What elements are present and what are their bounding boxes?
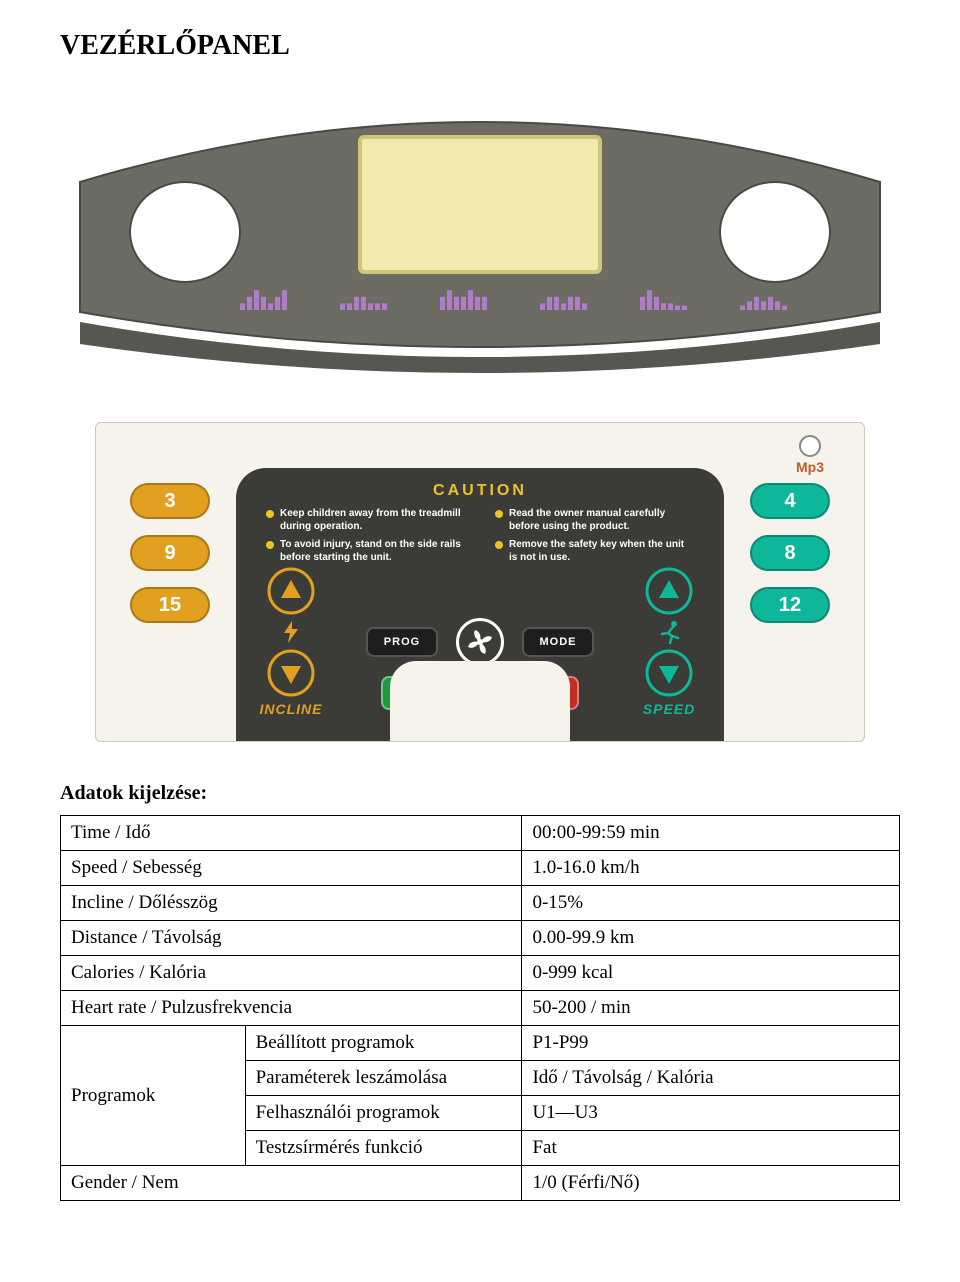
table-subtitle: Adatok kijelzése: [60, 782, 900, 805]
table-cell: Calories / Kalória [61, 956, 522, 991]
speed-preset-12-button[interactable]: 12 [750, 587, 830, 623]
control-panel-container: Mp3 3 9 15 4 8 12 CAUTION Keep children … [60, 422, 900, 742]
table-cell: P1-P99 [522, 1026, 900, 1061]
page-title: VEZÉRLŐPANEL [60, 30, 900, 62]
caution-text-item: To avoid injury, stand on the side rails… [280, 539, 465, 564]
table-cell: 00:00-99:59 min [522, 816, 900, 851]
table-cell: 0-15% [522, 886, 900, 921]
bullet-icon [495, 510, 503, 518]
fan-icon [465, 627, 495, 657]
control-panel: Mp3 3 9 15 4 8 12 CAUTION Keep children … [95, 422, 865, 742]
caution-text: Keep children away from the treadmill du… [266, 508, 694, 570]
table-cell: Gender / Nem [61, 1166, 522, 1201]
table-cell: 1.0-16.0 km/h [522, 851, 900, 886]
caution-text-item: Keep children away from the treadmill du… [280, 508, 465, 533]
speed-down-button[interactable] [645, 649, 693, 697]
incline-down-button[interactable] [267, 649, 315, 697]
table-cell: Paraméterek leszámolása [245, 1061, 522, 1096]
display-data-table: Time / Idő00:00-99:59 minSpeed / Sebessé… [60, 815, 900, 1201]
table-cell: 0.00-99.9 km [522, 921, 900, 956]
table-cell: Testzsírmérés funkció [245, 1131, 522, 1166]
bullet-icon [495, 541, 503, 549]
incline-preset-15-button[interactable]: 15 [130, 587, 210, 623]
bullet-icon [266, 510, 274, 518]
table-cell: Distance / Távolság [61, 921, 522, 956]
incline-label: INCLINE [246, 701, 336, 717]
table-cell: Programok [61, 1026, 246, 1166]
mp3-indicator: Mp3 [796, 435, 824, 475]
table-cell: 1/0 (Férfi/Nő) [522, 1166, 900, 1201]
table-row: Heart rate / Pulzusfrekvencia50-200 / mi… [61, 991, 900, 1026]
table-row: Speed / Sebesség1.0-16.0 km/h [61, 851, 900, 886]
mp3-led-icon [799, 435, 821, 457]
top-console-svg [70, 82, 890, 382]
speed-preset-4-button[interactable]: 4 [750, 483, 830, 519]
speed-presets: 4 8 12 [740, 483, 840, 623]
table-cell: U1—U3 [522, 1096, 900, 1131]
table-cell: Beállított programok [245, 1026, 522, 1061]
table-row: Incline / Dőlésszög0-15% [61, 886, 900, 921]
table-cell: Time / Idő [61, 816, 522, 851]
table-cell: 0-999 kcal [522, 956, 900, 991]
speed-controls: SPEED [624, 567, 714, 717]
table-cell: 50-200 / min [522, 991, 900, 1026]
speed-preset-8-button[interactable]: 8 [750, 535, 830, 571]
speed-up-button[interactable] [645, 567, 693, 615]
incline-preset-3-button[interactable]: 3 [130, 483, 210, 519]
caution-heading: CAUTION [236, 482, 724, 500]
incline-controls: INCLINE [246, 567, 336, 717]
table-row: Time / Idő00:00-99:59 min [61, 816, 900, 851]
caution-left-col: Keep children away from the treadmill du… [266, 508, 465, 570]
table-cell: Fat [522, 1131, 900, 1166]
table-row: ProgramokBeállított programokP1-P99 [61, 1026, 900, 1061]
mp3-label: Mp3 [796, 459, 824, 475]
runner-icon [656, 619, 682, 645]
caution-text-item: Remove the safety key when the unit is n… [509, 539, 694, 564]
caution-right-col: Read the owner manual carefully before u… [495, 508, 694, 570]
fan-button[interactable] [456, 618, 504, 666]
table-cell: Heart rate / Pulzusfrekvencia [61, 991, 522, 1026]
top-console [70, 82, 890, 382]
incline-up-button[interactable] [267, 567, 315, 615]
table-row: Distance / Távolság0.00-99.9 km [61, 921, 900, 956]
incline-presets: 3 9 15 [120, 483, 220, 623]
center-cutout [390, 661, 570, 741]
table-cell: Incline / Dőlésszög [61, 886, 522, 921]
speed-label: SPEED [624, 701, 714, 717]
mode-button[interactable]: MODE [522, 627, 594, 657]
table-cell: Speed / Sebesség [61, 851, 522, 886]
prog-button[interactable]: PROG [366, 627, 438, 657]
table-row: Gender / Nem1/0 (Férfi/Nő) [61, 1166, 900, 1201]
incline-preset-9-button[interactable]: 9 [130, 535, 210, 571]
bullet-icon [266, 541, 274, 549]
table-cell: Idő / Távolság / Kalória [522, 1061, 900, 1096]
top-console-container [60, 82, 900, 382]
incline-bolt-icon [278, 619, 304, 645]
table-cell: Felhasználói programok [245, 1096, 522, 1131]
table-row: Calories / Kalória0-999 kcal [61, 956, 900, 991]
caution-text-item: Read the owner manual carefully before u… [509, 508, 694, 533]
